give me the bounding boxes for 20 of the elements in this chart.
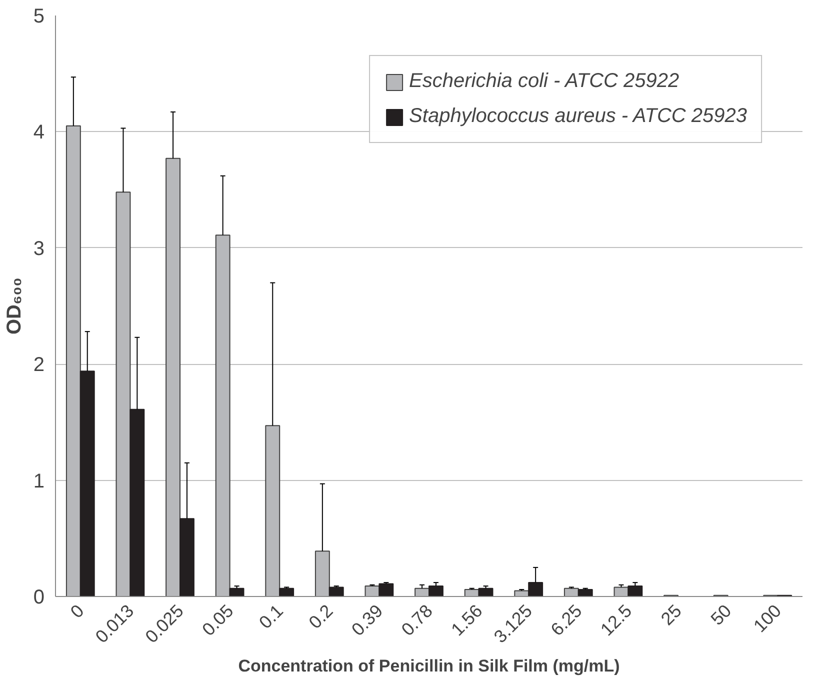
y-tick-label: 1 [33,470,44,492]
x-tick-label: 0 [66,600,88,622]
legend-label: Staphylococcus aureus - ATCC 25923 [409,105,747,128]
x-tick-label: 0.2 [304,600,337,633]
x-tick-label: 6.25 [546,600,586,640]
y-tick-label: 2 [33,354,44,376]
x-tick-label: 50 [706,600,736,630]
y-tick-label: 4 [33,122,44,144]
y-tick-label: 0 [33,586,44,608]
x-axis-title: Concentration of Penicillin in Silk Film (mg/mL) [238,656,620,676]
x-tick-label: 0.1 [255,600,288,633]
x-tick-label: 0.78 [398,600,436,640]
y-tick-label: 5 [33,6,44,28]
x-tick-label: 0.05 [198,600,238,640]
x-tick-label: 0.39 [348,600,387,640]
legend-label: Escherichia coli - ATCC 25922 [409,70,680,93]
y-tick-label: 3 [33,238,44,260]
y-axis-title: OD₆₀₀ [3,277,26,335]
x-tick-label: 25 [657,600,686,630]
x-tick-label: 100 [750,600,786,636]
